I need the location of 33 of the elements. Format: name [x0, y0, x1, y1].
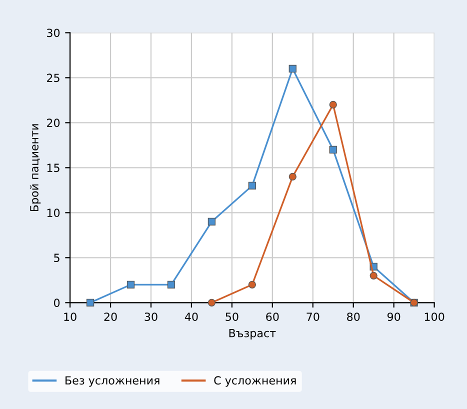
x-tick-label: 40: [184, 312, 198, 321]
y-tick-label: 30: [47, 28, 60, 38]
x-tick-label: 50: [226, 312, 238, 321]
point: [86, 298, 94, 306]
point: [248, 280, 256, 288]
point: [370, 272, 378, 280]
y-tick-label: 25: [47, 74, 60, 82]
y-tick-label: 10: [47, 208, 60, 218]
y-axis-title: Брой пациенти: [30, 124, 41, 212]
point: [329, 100, 337, 109]
point: [288, 172, 296, 181]
legend-label: Без усложнения: [66, 376, 160, 387]
x-tick-label: 60: [266, 312, 279, 321]
point: [329, 146, 337, 154]
point: [248, 182, 256, 190]
y-tick-label: 5: [54, 254, 60, 262]
legend-label: С усложнения: [214, 376, 296, 387]
x-axis-title: Възраст: [229, 329, 276, 340]
x-tick-label: 30: [144, 312, 158, 321]
y-tick-label: 15: [47, 164, 60, 172]
y-tick-label: 0: [54, 298, 60, 308]
point: [208, 298, 216, 306]
point: [288, 64, 296, 73]
x-tick-label: 10: [64, 312, 76, 321]
x-tick-label: 100: [424, 312, 444, 321]
x-tick-label: 80: [347, 312, 360, 321]
point: [126, 280, 135, 288]
x-tick-label: 90: [387, 312, 400, 321]
y-tick-label: 20: [47, 118, 60, 128]
x-tick-label: 70: [306, 312, 320, 321]
point: [167, 280, 176, 288]
x-tick-label: 20: [104, 312, 117, 321]
point: [208, 218, 216, 226]
